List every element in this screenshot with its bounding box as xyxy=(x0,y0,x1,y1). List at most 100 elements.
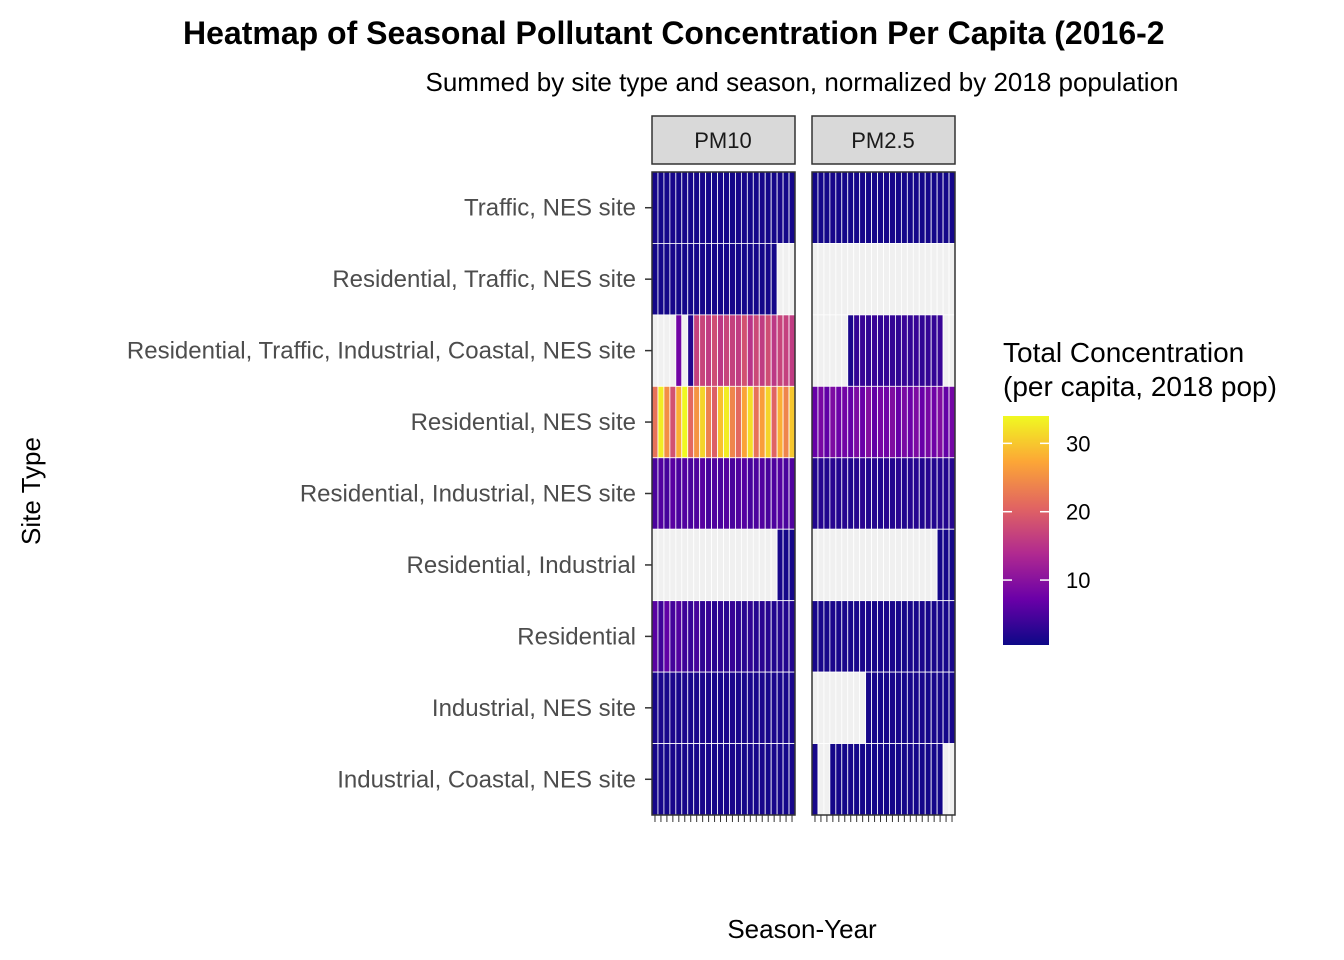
heatmap-cell xyxy=(835,600,843,673)
heatmap-cell xyxy=(948,457,956,530)
heatmap-cell xyxy=(936,243,944,316)
heatmap-cell xyxy=(770,671,778,744)
heatmap-cell xyxy=(705,528,712,602)
heatmap-cell xyxy=(877,243,884,316)
heatmap-cell xyxy=(651,171,659,244)
heatmap-cell xyxy=(752,600,760,673)
heatmap-cell xyxy=(681,171,689,244)
heatmap-cell xyxy=(883,314,890,387)
heatmap-cell xyxy=(717,314,724,387)
legend-tick-label: 30 xyxy=(1066,431,1090,456)
heatmap-cell xyxy=(699,671,707,744)
heatmap-cell xyxy=(764,171,772,244)
heatmap-cell xyxy=(770,457,778,530)
heatmap-cell xyxy=(924,528,932,602)
heatmap-cell xyxy=(758,600,766,673)
heatmap-cell xyxy=(847,600,855,673)
heatmap-cell xyxy=(705,671,712,744)
heatmap-cell xyxy=(853,671,861,744)
heatmap-cell xyxy=(948,743,956,816)
heatmap-cell xyxy=(758,385,766,459)
heatmap-cell xyxy=(877,457,884,530)
heatmap-cell xyxy=(853,243,861,316)
heatmap-cell xyxy=(663,171,671,244)
heatmap-cell xyxy=(912,671,920,744)
y-axis-title: Site Type xyxy=(16,437,46,545)
heatmap-cell xyxy=(948,671,956,744)
heatmap-cell xyxy=(669,243,677,316)
heatmap-cell xyxy=(918,243,926,316)
heatmap-cell xyxy=(746,600,754,673)
heatmap-cell xyxy=(924,743,932,816)
heatmap-cell xyxy=(924,171,932,244)
heatmap-cell xyxy=(865,528,872,602)
heatmap-cell xyxy=(752,385,760,459)
heatmap-cell xyxy=(829,457,837,530)
heatmap-cell xyxy=(841,743,849,816)
heatmap-cell xyxy=(918,171,926,244)
chart-title: Heatmap of Seasonal Pollutant Concentrat… xyxy=(183,15,1165,51)
heatmap-cell xyxy=(930,743,938,816)
heatmap-cell xyxy=(788,743,796,816)
heatmap-cell xyxy=(811,243,819,316)
heatmap-cell xyxy=(693,528,701,602)
heatmap-cell xyxy=(924,314,932,387)
heatmap-cell xyxy=(823,457,831,530)
heatmap-cell xyxy=(764,457,772,530)
heatmap-cell xyxy=(906,671,914,744)
heatmap-cell xyxy=(835,457,843,530)
panel-border-pm25 xyxy=(811,171,956,816)
heatmap-cell xyxy=(687,528,695,602)
heatmap-cell xyxy=(871,171,878,244)
heatmap-cell xyxy=(669,743,677,816)
heatmap-cell xyxy=(723,528,730,602)
heatmap-cell xyxy=(948,528,956,602)
heatmap-cell xyxy=(823,243,831,316)
heatmap-cell xyxy=(942,600,950,673)
heatmap-cell xyxy=(817,385,825,459)
heatmap-cell xyxy=(877,171,884,244)
heatmap-cell xyxy=(669,457,677,530)
heatmap-cell xyxy=(651,457,659,530)
heatmap-cell xyxy=(651,385,659,459)
heatmap-cell xyxy=(900,171,908,244)
heatmap-cell xyxy=(829,243,837,316)
heatmap-cell xyxy=(723,671,730,744)
y-tick-label: Residential, Industrial, NES site xyxy=(300,481,636,508)
heatmap-cell xyxy=(853,528,861,602)
heatmap-cell xyxy=(687,314,695,387)
heatmap-cell xyxy=(776,600,784,673)
heatmap-cell xyxy=(829,743,837,816)
heatmap-cell xyxy=(729,457,736,530)
chart-subtitle: Summed by site type and season, normaliz… xyxy=(425,67,1178,97)
heatmap-cell xyxy=(912,600,920,673)
heatmap-cell xyxy=(900,314,908,387)
heatmap-cell xyxy=(758,171,766,244)
heatmap-cell xyxy=(746,314,754,387)
heatmap-cell xyxy=(705,600,712,673)
heatmap-cell xyxy=(764,600,772,673)
heatmap-cell xyxy=(764,743,772,816)
heatmap-cell xyxy=(912,457,920,530)
heatmap-cell xyxy=(770,600,778,673)
heatmap-cell xyxy=(764,385,772,459)
heatmap-cell xyxy=(788,528,796,602)
heatmap-cell xyxy=(853,743,861,816)
heatmap-cell xyxy=(906,243,914,316)
heatmap-cell xyxy=(782,457,790,530)
heatmap-cell xyxy=(829,671,837,744)
heatmap-cell xyxy=(942,314,950,387)
heatmap-cell xyxy=(675,243,683,316)
y-tick-label: Residential, Traffic, Industrial, Coasta… xyxy=(127,338,636,365)
heatmap-cell xyxy=(663,314,671,387)
heatmap-cell xyxy=(651,600,659,673)
heatmap-cell xyxy=(657,171,665,244)
heatmap-cell xyxy=(687,600,695,673)
heatmap-cell xyxy=(782,314,790,387)
heatmap-cell xyxy=(835,171,843,244)
heatmap-cell xyxy=(740,671,748,744)
heatmap-cell xyxy=(675,171,683,244)
heatmap-cell xyxy=(651,243,659,316)
heatmap-cell xyxy=(717,171,724,244)
heatmap-cell xyxy=(883,385,890,459)
